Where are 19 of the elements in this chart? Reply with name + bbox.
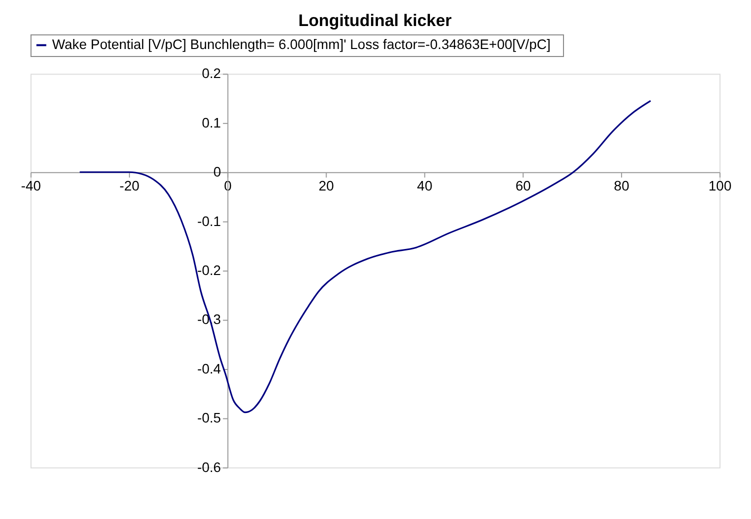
x-tick-label: 0	[224, 178, 232, 194]
x-tick-label: -40	[21, 178, 42, 194]
x-tick-label: 40	[417, 178, 433, 194]
y-tick-label: 0	[213, 164, 222, 180]
line-series	[78, 100, 652, 414]
x-tick-label: -20	[119, 178, 140, 194]
y-tick-label: 0.2	[202, 66, 221, 82]
y-tick-label: -0.6	[197, 460, 222, 475]
x-tick-label: 100	[708, 178, 732, 194]
y-tick-label: 0.1	[202, 115, 221, 130]
chart-title: Longitudinal kicker	[298, 10, 452, 30]
y-tick-label: -0.4	[197, 361, 222, 376]
x-tick-label: 80	[614, 178, 630, 194]
legend-label: Wake Potential [V/pC] Bunchlength= 6.000[mm]' Loss factor=-0.34863E+00[V/pC]	[52, 37, 551, 52]
y-tick-label: -0.5	[197, 410, 222, 426]
x-tick-label: 60	[515, 178, 532, 194]
y-tick-label: -0.1	[197, 214, 221, 229]
x-tick-label: 20	[318, 178, 334, 194]
y-tick-label: -0.2	[197, 263, 221, 278]
